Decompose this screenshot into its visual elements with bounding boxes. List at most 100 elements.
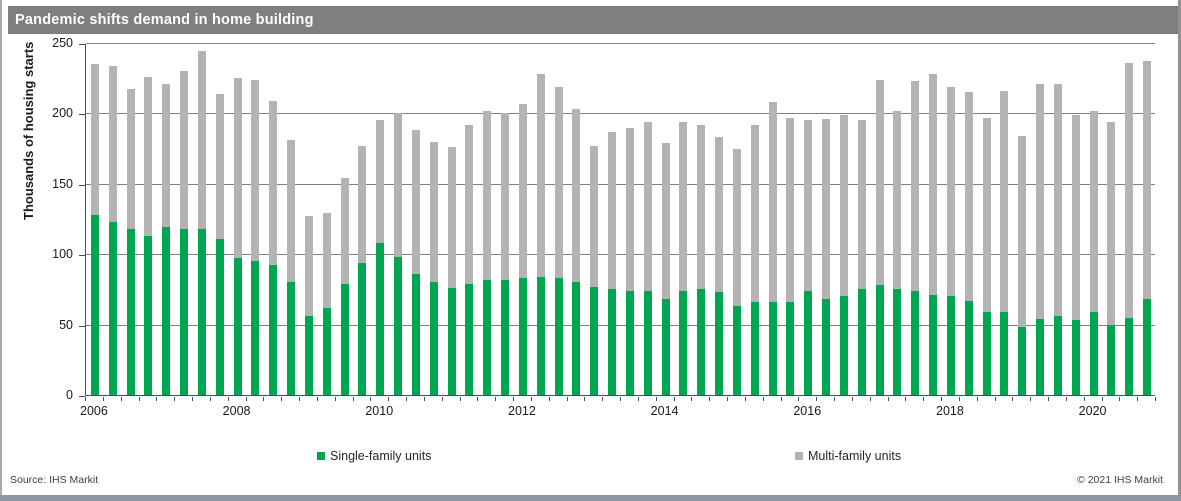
bar-multi-family-2019Q4 (1071, 114, 1080, 321)
bar-single-family-2013Q2 (608, 289, 617, 395)
x-tick-mark (851, 397, 853, 401)
x-tick-mark (120, 397, 122, 401)
y-tick-label-100: 100 (52, 247, 73, 262)
bar-single-family-2006Q2 (108, 221, 117, 395)
y-tick-label-150: 150 (52, 176, 73, 191)
bar-multi-family-2011Q4 (501, 113, 510, 280)
bar-single-family-2015Q3 (768, 302, 777, 395)
bar-multi-family-2009Q1 (304, 216, 313, 317)
bar-single-family-2008Q2 (251, 261, 260, 395)
x-tick-mark (1030, 397, 1032, 401)
y-tick-label-250: 250 (52, 36, 73, 50)
bar-multi-family-2015Q1 (732, 148, 741, 307)
x-tick-label-2010: 2010 (365, 404, 394, 418)
x-tick-mark (1119, 397, 1121, 401)
x-tick-mark (513, 397, 514, 401)
bar-multi-family-2016Q3 (839, 114, 848, 297)
y-axis-title: Thousands of housing starts (21, 41, 36, 220)
bar-single-family-2017Q3 (911, 290, 920, 395)
x-tick-mark (334, 397, 336, 401)
y-tick-label-50: 50 (59, 317, 73, 332)
x-tick-mark (691, 397, 693, 401)
bar-multi-family-2011Q3 (483, 110, 492, 280)
gridline-100 (86, 254, 1155, 256)
bar-multi-family-2012Q4 (572, 109, 581, 283)
bar-single-family-2009Q1 (304, 316, 313, 395)
x-tick-mark (245, 397, 247, 401)
bar-multi-family-2020Q1 (1089, 110, 1098, 312)
x-tick-mark (477, 397, 479, 401)
x-tick-mark (388, 397, 390, 401)
y-tick-label-0: 0 (66, 388, 73, 402)
x-tick-mark (655, 397, 657, 401)
bar-multi-family-2016Q2 (822, 119, 831, 300)
bar-multi-family-2007Q3 (197, 51, 206, 229)
x-tick-mark (1083, 397, 1085, 401)
x-tick-mark (744, 397, 746, 401)
multi-family-swatch-icon (795, 452, 803, 460)
x-tick-mark (1048, 397, 1049, 401)
y-tick-mark-50 (79, 325, 85, 327)
bar-single-family-2012Q4 (572, 282, 581, 395)
bar-single-family-2017Q4 (929, 295, 938, 395)
bar-multi-family-2006Q3 (126, 89, 135, 229)
x-tick-mark (905, 397, 907, 401)
y-tick-mark-100 (79, 255, 85, 257)
bar-multi-family-2007Q4 (215, 93, 224, 239)
bar-multi-family-2010Q1 (376, 120, 385, 243)
x-tick-mark (138, 397, 140, 401)
x-tick-mark (406, 397, 407, 401)
x-tick-label-2020: 2020 (1078, 404, 1107, 418)
bar-single-family-2014Q1 (661, 299, 670, 395)
bar-multi-family-2009Q4 (358, 145, 367, 263)
x-tick-mark (798, 397, 800, 401)
bar-single-family-2009Q2 (322, 307, 331, 395)
bar-multi-family-2012Q1 (518, 103, 527, 279)
x-tick-mark (423, 397, 425, 401)
bar-single-family-2013Q3 (625, 290, 634, 395)
gridline-50 (86, 324, 1155, 326)
plot-area (85, 43, 1155, 396)
bar-single-family-2012Q1 (518, 278, 527, 395)
x-tick-mark (584, 397, 586, 401)
bar-multi-family-2010Q2 (394, 113, 403, 258)
frame-right-border (1178, 0, 1181, 501)
legend-label-single-family: Single-family units (330, 449, 432, 463)
x-tick-label-2014: 2014 (650, 404, 679, 418)
gridline-200 (86, 113, 1155, 115)
bar-single-family-2011Q3 (483, 279, 492, 395)
bar-single-family-2010Q2 (394, 257, 403, 395)
x-tick-mark (1012, 397, 1014, 401)
bar-multi-family-2020Q3 (1125, 62, 1134, 318)
bar-single-family-2014Q2 (679, 290, 688, 395)
x-tick-mark (887, 397, 889, 401)
bar-multi-family-2017Q4 (929, 74, 938, 296)
x-tick-mark (976, 397, 978, 401)
bar-single-family-2015Q2 (750, 302, 759, 395)
bar-multi-family-2019Q2 (1036, 83, 1045, 319)
bar-multi-family-2015Q4 (786, 117, 795, 303)
bar-multi-family-2019Q3 (1053, 83, 1062, 317)
x-tick-mark (459, 397, 461, 401)
bar-single-family-2007Q1 (162, 227, 171, 395)
bar-single-family-2008Q1 (233, 258, 242, 395)
bar-multi-family-2016Q4 (857, 120, 866, 290)
bar-single-family-2008Q4 (287, 282, 296, 395)
bar-multi-family-2007Q2 (180, 71, 189, 229)
bar-single-family-2007Q3 (197, 228, 206, 395)
bar-single-family-2010Q4 (429, 282, 438, 395)
frame-bottom-border (0, 495, 1181, 501)
y-tick-mark-200 (79, 114, 85, 116)
x-tick-mark (709, 397, 711, 401)
bar-single-family-2018Q2 (964, 300, 973, 395)
bar-single-family-2020Q4 (1143, 299, 1152, 395)
bar-multi-family-2011Q1 (447, 147, 456, 288)
bar-single-family-2017Q2 (893, 289, 902, 395)
x-tick-label-2012: 2012 (508, 404, 536, 418)
bar-multi-family-2017Q3 (911, 81, 920, 291)
x-tick-mark (994, 397, 996, 401)
x-tick-mark (281, 397, 283, 401)
bar-single-family-2014Q3 (697, 289, 706, 395)
bar-multi-family-2018Q4 (1000, 90, 1009, 312)
bar-single-family-2019Q3 (1053, 316, 1062, 395)
